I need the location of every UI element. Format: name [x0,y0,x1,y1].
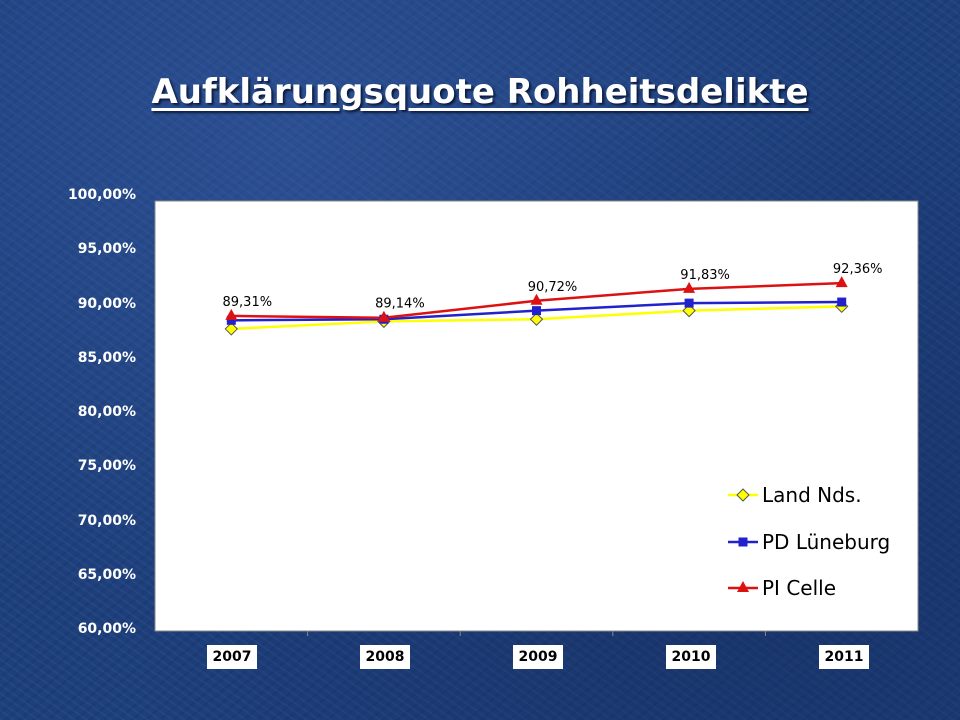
y-tick-label: 65,00% [77,567,136,583]
legend-marker [738,537,748,547]
y-tick-label: 95,00% [77,241,136,257]
data-label: 92,36% [833,262,883,277]
legend-marker [736,488,750,502]
data-point [683,281,696,293]
data-point [837,297,847,307]
data-label: 89,31% [223,295,273,310]
data-label: 90,72% [528,280,578,295]
y-tick-label: 100,00% [67,187,136,203]
x-tick-label: 2009 [513,645,563,669]
y-tick-label: 85,00% [77,350,136,366]
x-axis-tick-marks [307,631,766,636]
data-point [532,306,541,316]
legend-label: PD Lüneburg [762,530,890,554]
x-tick-label: 2011 [819,645,869,669]
data-point [224,322,239,336]
data-label: 89,14% [375,297,425,312]
data-point [835,276,848,288]
y-tick-label: 75,00% [77,458,136,474]
y-tick-label: 60,00% [77,621,136,637]
data-point [684,298,694,308]
y-tick-label: 70,00% [77,513,136,529]
data-label: 91,83% [680,268,730,283]
data-point [530,293,543,305]
legend: Land Nds. PD Lüneburg PI Celle [728,483,890,600]
series-markers [224,276,849,336]
data-point [225,308,238,320]
legend-marker [737,581,749,592]
x-tick-label: 2007 [207,645,257,669]
legend-label: PI Celle [762,576,836,600]
data-point [682,303,696,318]
data-point [226,315,236,325]
y-tick-label: 90,00% [77,296,136,312]
slide-title: Aufklärungsquote Rohheitsdelikte [151,72,809,112]
x-tick-label: 2010 [666,645,716,669]
y-tick-label: 80,00% [77,404,136,420]
data-point [529,312,544,326]
plot-area [154,200,919,632]
legend-label: Land Nds. [762,483,862,507]
data-point [377,310,390,322]
x-tick-label: 2008 [360,645,410,669]
data-labels: 89,31% 89,14% 90,72% 91,83% 92,36% [223,262,883,312]
